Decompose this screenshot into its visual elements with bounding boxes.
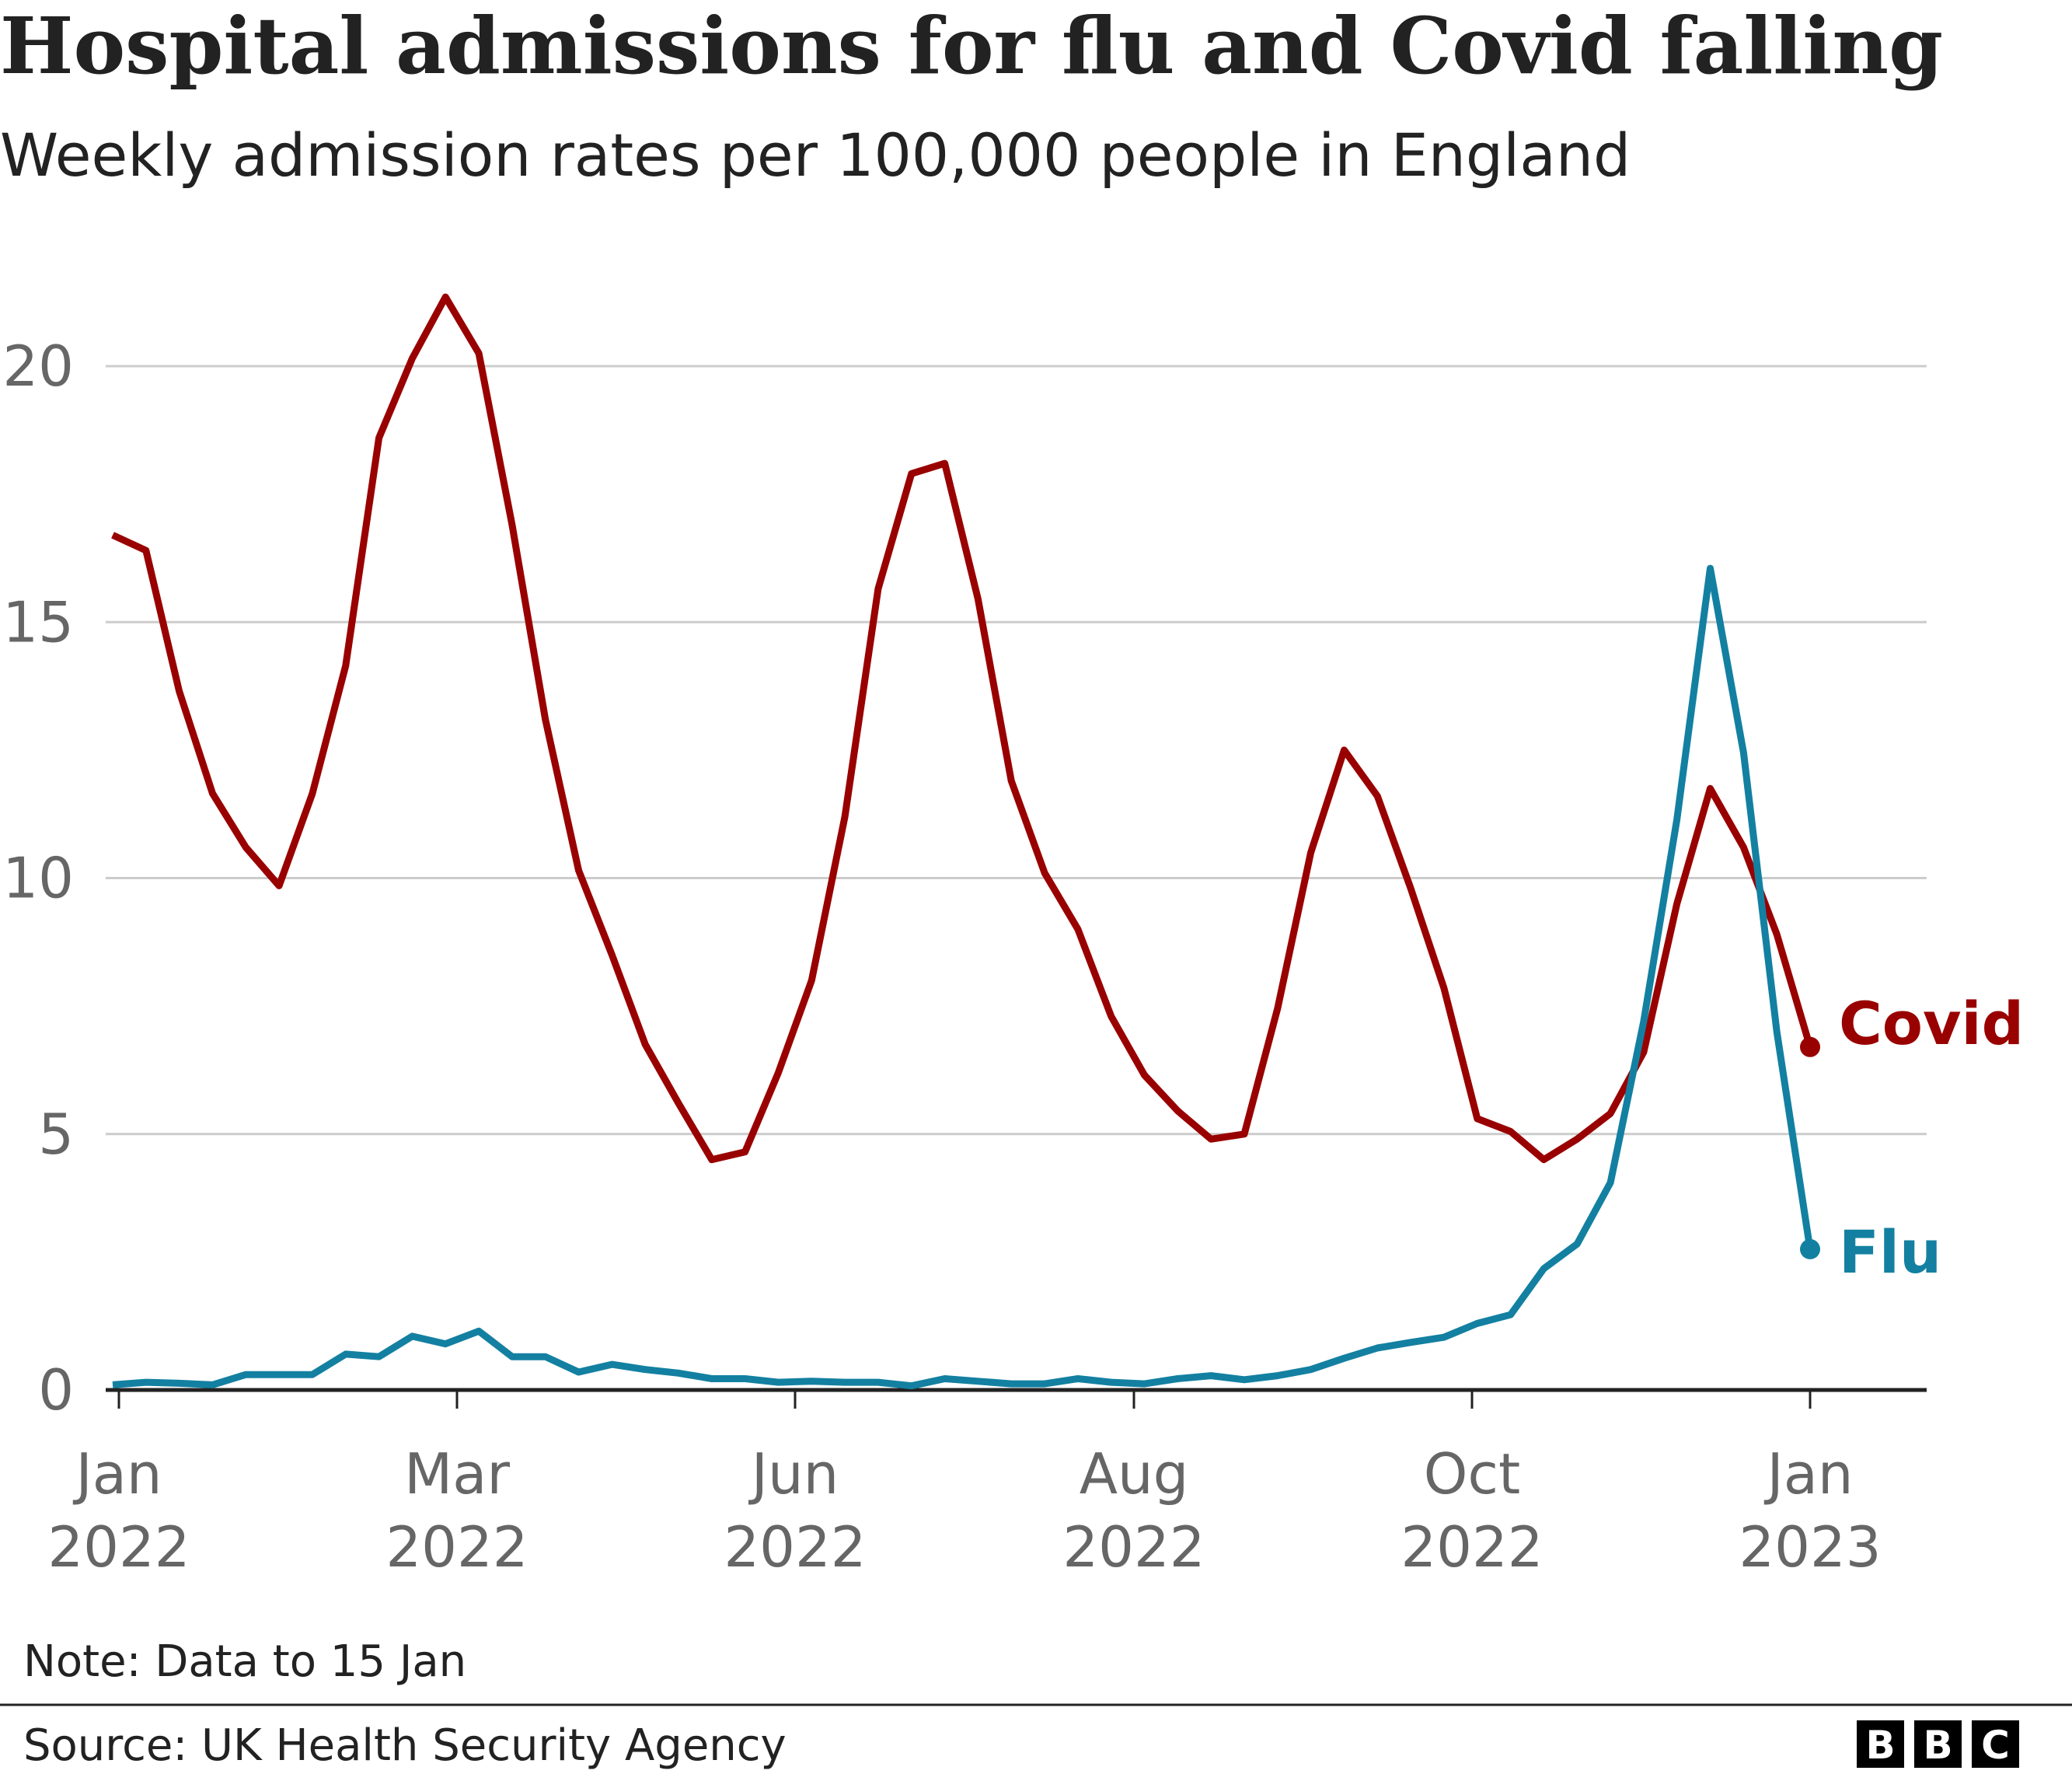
svg-text:C: C — [1981, 1723, 2010, 1768]
source: Source: UK Health Security Agency — [23, 1720, 787, 1771]
end-point-covid — [1800, 1036, 1820, 1057]
x-tick-month: Aug — [1080, 1441, 1189, 1507]
x-tick-year: 2022 — [47, 1514, 190, 1580]
bbc-logo: B B C — [1857, 1720, 2019, 1768]
series-line-covid — [111, 293, 1814, 1164]
x-tick-year: 2022 — [724, 1514, 866, 1580]
y-tick-label: 0 — [38, 1357, 74, 1423]
x-tick-year: 2023 — [1739, 1514, 1881, 1580]
note: Note: Data to 15 Jan — [23, 1636, 466, 1687]
svg-text:B: B — [1923, 1723, 1952, 1768]
chart-subtitle: Weekly admission rates per 100,000 peopl… — [0, 120, 1631, 190]
x-tick-year: 2022 — [1062, 1514, 1205, 1580]
svg-text:B: B — [1865, 1723, 1895, 1768]
y-tick-label: 20 — [2, 334, 74, 399]
x-axis: Jan 2022 Mar 2022 Jun 2022 Aug 2022 Oct 2022 Jan 20… — [47, 1388, 1927, 1580]
x-tick-month: Jan — [1764, 1441, 1854, 1507]
series-label-flu: Flu — [1839, 1217, 1941, 1287]
x-tick-month: Mar — [404, 1441, 510, 1507]
chart-title: Hospital admissions for flu and Covid fa… — [0, 0, 1943, 92]
series-label-covid: Covid — [1839, 989, 2024, 1058]
y-tick-label: 5 — [38, 1102, 74, 1167]
end-point-flu — [1800, 1238, 1820, 1259]
series-line-flu — [112, 564, 1814, 1390]
y-tick-label: 10 — [2, 846, 74, 911]
x-tick-year: 2022 — [385, 1514, 528, 1580]
x-tick-year: 2022 — [1401, 1514, 1543, 1580]
y-tick-label: 15 — [2, 589, 74, 655]
x-tick-month: Jun — [748, 1441, 839, 1507]
series-lines — [111, 293, 1820, 1390]
x-tick-month: Oct — [1424, 1441, 1521, 1507]
x-tick-month: Jan — [73, 1441, 162, 1507]
y-axis: 0 5 10 15 20 — [2, 334, 74, 1423]
